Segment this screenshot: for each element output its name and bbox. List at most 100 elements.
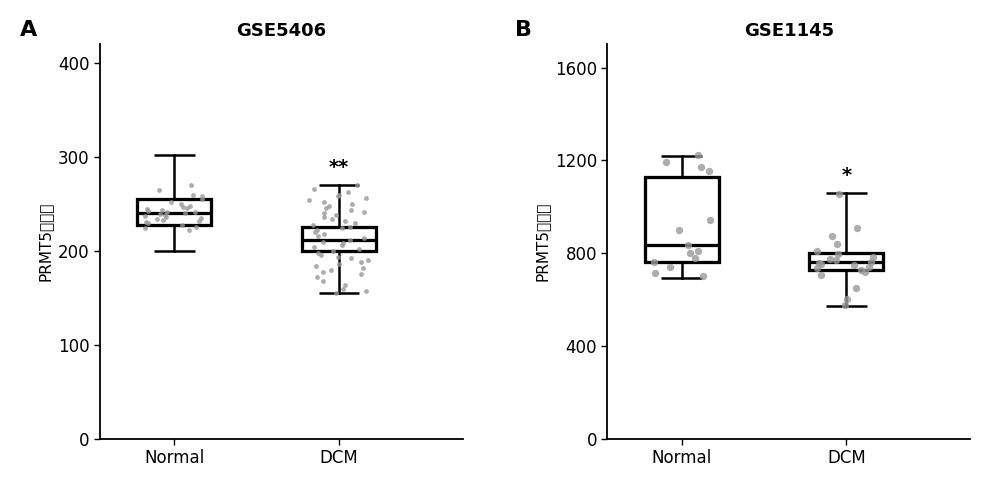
Point xyxy=(646,258,662,266)
Point xyxy=(343,206,359,213)
Text: A: A xyxy=(20,20,37,40)
Point xyxy=(183,181,199,189)
Point xyxy=(356,208,372,215)
Point xyxy=(173,200,189,208)
Point xyxy=(325,247,341,255)
Point xyxy=(839,295,855,303)
Point xyxy=(701,167,717,175)
Point xyxy=(157,211,173,219)
Point xyxy=(349,181,365,189)
Point xyxy=(647,269,663,277)
Point xyxy=(351,245,367,253)
Point xyxy=(163,198,179,206)
Point xyxy=(306,243,322,251)
Point xyxy=(158,213,174,221)
Text: **: ** xyxy=(329,158,349,177)
Point xyxy=(152,211,168,218)
Point xyxy=(682,249,698,257)
Point xyxy=(315,238,331,246)
Point xyxy=(353,271,369,279)
Point xyxy=(323,266,339,274)
Point xyxy=(309,273,325,281)
Point xyxy=(174,221,190,229)
Point xyxy=(140,219,156,227)
Y-axis label: PRMT5表达量: PRMT5表达量 xyxy=(534,202,549,282)
Point xyxy=(306,185,322,193)
Point xyxy=(849,224,865,232)
Point xyxy=(690,151,706,159)
Point xyxy=(343,254,359,262)
Point xyxy=(310,232,326,240)
Point xyxy=(194,195,210,203)
Point xyxy=(342,236,358,244)
Point xyxy=(347,219,363,227)
Title: GSE5406: GSE5406 xyxy=(236,22,326,40)
Point xyxy=(828,256,844,264)
Point xyxy=(138,218,154,226)
Point xyxy=(309,226,325,234)
Point xyxy=(316,213,332,221)
Point xyxy=(829,240,845,248)
Point xyxy=(837,301,853,309)
Point xyxy=(316,230,332,238)
Point xyxy=(140,207,156,214)
Point xyxy=(680,241,696,249)
Point xyxy=(693,163,709,171)
Point xyxy=(358,287,374,295)
Point xyxy=(813,260,829,268)
Point xyxy=(335,284,351,292)
Point xyxy=(159,209,175,216)
Point xyxy=(191,217,207,225)
Point xyxy=(328,211,344,219)
Point xyxy=(865,253,881,261)
Point xyxy=(321,202,337,210)
Point xyxy=(813,271,829,279)
Point xyxy=(853,266,869,274)
Y-axis label: PRMT5表达量: PRMT5表达量 xyxy=(37,202,52,282)
Point xyxy=(181,226,197,234)
Point xyxy=(695,273,711,281)
Point xyxy=(358,194,374,202)
Point xyxy=(330,252,346,260)
Point xyxy=(179,204,195,211)
Point xyxy=(324,215,340,223)
Point xyxy=(809,264,825,272)
Point xyxy=(334,224,350,232)
Point xyxy=(193,214,209,222)
Point xyxy=(342,223,358,231)
Point xyxy=(857,268,873,276)
Point xyxy=(344,200,360,208)
Point xyxy=(316,198,332,206)
Point xyxy=(356,234,372,242)
Point xyxy=(846,261,862,269)
Point xyxy=(137,224,153,232)
Point xyxy=(301,196,317,204)
Point xyxy=(658,158,674,166)
Point xyxy=(337,217,353,225)
Point xyxy=(331,191,347,199)
Point xyxy=(177,210,193,217)
Point xyxy=(809,247,825,255)
Point xyxy=(188,223,204,231)
Point xyxy=(340,188,356,196)
Point xyxy=(307,228,323,236)
Point xyxy=(861,263,877,271)
Point xyxy=(331,260,347,268)
Point xyxy=(315,277,331,285)
Point xyxy=(830,249,846,257)
Point xyxy=(310,249,326,257)
Point xyxy=(335,240,351,247)
Point xyxy=(337,281,353,289)
Point xyxy=(822,255,838,263)
Point xyxy=(187,208,203,215)
Point xyxy=(330,193,346,201)
Point xyxy=(690,247,706,255)
Point xyxy=(139,205,155,212)
Point xyxy=(702,215,718,223)
Point xyxy=(687,254,703,262)
Point xyxy=(308,262,324,270)
Point xyxy=(848,284,864,292)
Bar xyxy=(809,253,883,270)
Point xyxy=(360,256,376,264)
Point xyxy=(824,232,840,240)
